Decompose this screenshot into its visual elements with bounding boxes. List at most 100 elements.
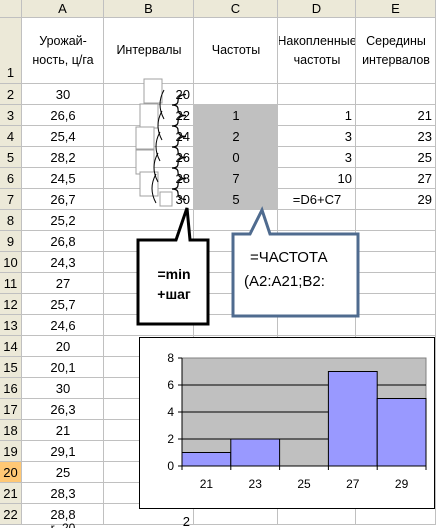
grid-cell[interactable]	[22, 504, 104, 525]
cell-d6[interactable]: 10	[337, 171, 352, 186]
cell-e3[interactable]: 21	[417, 108, 432, 123]
grid-cell[interactable]	[22, 168, 104, 189]
cell-d3[interactable]: 1	[344, 108, 352, 123]
cell-a11[interactable]: 27	[55, 276, 71, 291]
column-header-b[interactable]: B	[104, 0, 194, 18]
grid-cell[interactable]	[22, 378, 104, 399]
cell-c6[interactable]: 7	[232, 171, 240, 186]
cell-a3[interactable]: 26,6	[50, 108, 76, 123]
grid-cell[interactable]	[356, 231, 436, 252]
cell-a9[interactable]: 26,8	[50, 234, 76, 249]
column-header-d[interactable]: D	[278, 0, 356, 18]
grid-cell[interactable]	[278, 105, 356, 126]
grid-cell[interactable]	[22, 252, 104, 273]
cell-a13[interactable]: 24,6	[50, 318, 76, 333]
grid-cell[interactable]	[104, 231, 194, 252]
cell-a16[interactable]: 30	[55, 381, 71, 396]
grid-cell[interactable]	[356, 18, 436, 84]
grid-cell[interactable]	[22, 483, 104, 504]
row-header-1[interactable]: 1	[0, 18, 22, 84]
cell-c3[interactable]: 1	[232, 108, 240, 123]
cell-b2[interactable]: 20	[175, 87, 190, 102]
cell-d5[interactable]: 3	[344, 150, 352, 165]
row-header-15[interactable]: 15	[0, 357, 22, 378]
row-header-7[interactable]: 7	[0, 189, 22, 210]
cell-d4[interactable]: 3	[344, 129, 352, 144]
grid-cell[interactable]	[22, 126, 104, 147]
cell-c4[interactable]: 2	[232, 129, 240, 144]
row-header-5[interactable]: 5	[0, 147, 22, 168]
cell-e6[interactable]: 27	[417, 171, 432, 186]
grid-cell[interactable]	[356, 126, 436, 147]
grid-cell[interactable]	[278, 147, 356, 168]
cell-a2[interactable]: 30	[55, 87, 71, 102]
row-header-17[interactable]: 17	[0, 399, 22, 420]
grid-cell[interactable]	[22, 84, 104, 105]
grid-cell[interactable]	[278, 504, 356, 525]
row-header-14[interactable]: 14	[0, 336, 22, 357]
grid-cell[interactable]	[194, 84, 278, 105]
cell-a6[interactable]: 24,5	[50, 171, 76, 186]
cell-a17[interactable]: 26,3	[50, 402, 76, 417]
cell-b7[interactable]: 30	[175, 192, 190, 207]
cell-a14[interactable]: 20	[55, 339, 71, 354]
row-header-11[interactable]: 11	[0, 273, 22, 294]
cell-d7[interactable]: =D6+C7	[292, 192, 342, 207]
grid-cell[interactable]	[22, 441, 104, 462]
grid-cell[interactable]	[22, 336, 104, 357]
row-header-12[interactable]: 12	[0, 294, 22, 315]
cell-a22[interactable]: 28,8	[50, 507, 76, 522]
grid-cell[interactable]	[22, 231, 104, 252]
cell-a8[interactable]: 25,2	[50, 213, 76, 228]
grid-cell[interactable]	[278, 315, 356, 336]
grid-cell[interactable]	[356, 168, 436, 189]
row-header-6[interactable]: 6	[0, 168, 22, 189]
row-header-21[interactable]: 21	[0, 483, 22, 504]
grid-cell[interactable]	[356, 252, 436, 273]
cell-a15[interactable]: 20,1	[50, 360, 76, 375]
row-header-8[interactable]: 8	[0, 210, 22, 231]
grid-cell[interactable]	[356, 294, 436, 315]
grid-cell[interactable]	[278, 18, 356, 84]
row-header-20[interactable]: 20	[0, 462, 22, 483]
row-header-16[interactable]: 16	[0, 378, 22, 399]
grid-cell[interactable]	[194, 504, 278, 525]
grid-cell[interactable]	[278, 168, 356, 189]
grid-cell[interactable]	[194, 315, 278, 336]
grid-cell[interactable]	[22, 147, 104, 168]
cell-b5[interactable]: 26	[175, 150, 190, 165]
cell-b22[interactable]: 2	[182, 514, 190, 528]
cell-a12[interactable]: 25,7	[50, 297, 76, 312]
grid-cell[interactable]	[22, 273, 104, 294]
grid-cell[interactable]	[356, 273, 436, 294]
grid-cell[interactable]	[356, 504, 436, 525]
cell-a4[interactable]: 25,4	[50, 129, 76, 144]
cell-a19[interactable]: 29,1	[50, 444, 76, 459]
grid-cell[interactable]	[22, 189, 104, 210]
grid-cell[interactable]	[356, 105, 436, 126]
grid-cell[interactable]	[22, 357, 104, 378]
grid-cell[interactable]	[22, 315, 104, 336]
cell-a23-partial[interactable]: r- 20	[22, 522, 104, 528]
grid-cell[interactable]	[104, 210, 194, 231]
grid-cell[interactable]	[22, 420, 104, 441]
grid-cell[interactable]	[22, 399, 104, 420]
grid-cell[interactable]	[22, 105, 104, 126]
grid-cell[interactable]	[356, 315, 436, 336]
grid-cell[interactable]	[356, 84, 436, 105]
cell-a18[interactable]: 21	[55, 423, 71, 438]
grid-cell[interactable]	[22, 210, 104, 231]
grid-cell[interactable]	[278, 210, 356, 231]
cell-a10[interactable]: 24,3	[50, 255, 76, 270]
grid-cell[interactable]	[356, 147, 436, 168]
histogram-chart[interactable]: 0 2 4 6 8 21 23 25 27 29	[139, 337, 435, 509]
row-header-22[interactable]: 22	[0, 504, 22, 525]
row-header-10[interactable]: 10	[0, 252, 22, 273]
column-header-e[interactable]: E	[356, 0, 436, 18]
row-header-13[interactable]: 13	[0, 315, 22, 336]
row-header-3[interactable]: 3	[0, 105, 22, 126]
row-header-9[interactable]: 9	[0, 231, 22, 252]
grid-cell[interactable]	[278, 84, 356, 105]
cell-a21[interactable]: 28,3	[50, 486, 76, 501]
grid-cell[interactable]	[22, 18, 104, 84]
